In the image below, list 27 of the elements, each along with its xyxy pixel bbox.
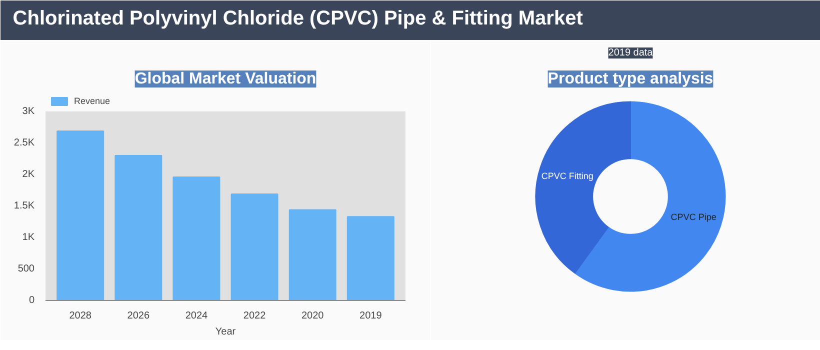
bar [56,130,104,300]
x-tick-label: 2019 [360,310,382,322]
y-tick-label: 3K [22,106,35,117]
x-tick-label: 2024 [185,310,208,322]
y-tick-label: 2.5K [14,137,35,148]
chart-title: Product type analysis [548,70,714,88]
text: Chlorinated Polyvinyl Chloride (CPVC) Pipe & Fitting Market [12,8,584,30]
bar [114,155,162,300]
bar [172,176,220,300]
y-tick-label: 2K [22,168,35,180]
x-tick-label: 2026 [127,310,150,322]
bar [346,216,394,300]
slice-label: CPVC Fitting [541,171,594,182]
x-tick-label: 2020 [301,310,324,322]
slice-label: CPVC Pipe [670,212,716,222]
x-axis-title: Year [215,326,236,338]
chart-title: Global Market Valuation [134,70,316,88]
y-tick-label: 1K [22,232,35,243]
bar [230,193,278,300]
bar [288,209,336,300]
y-tick-label: 1.5K [14,200,35,212]
legend-label: Revenue [74,96,110,106]
chart-subtitle: 2019 data [608,48,654,58]
x-tick-label: 2022 [243,310,266,322]
x-tick-label: 2028 [69,310,92,322]
y-tick-label: 500 [18,263,35,274]
y-tick-label: 0 [28,295,35,306]
